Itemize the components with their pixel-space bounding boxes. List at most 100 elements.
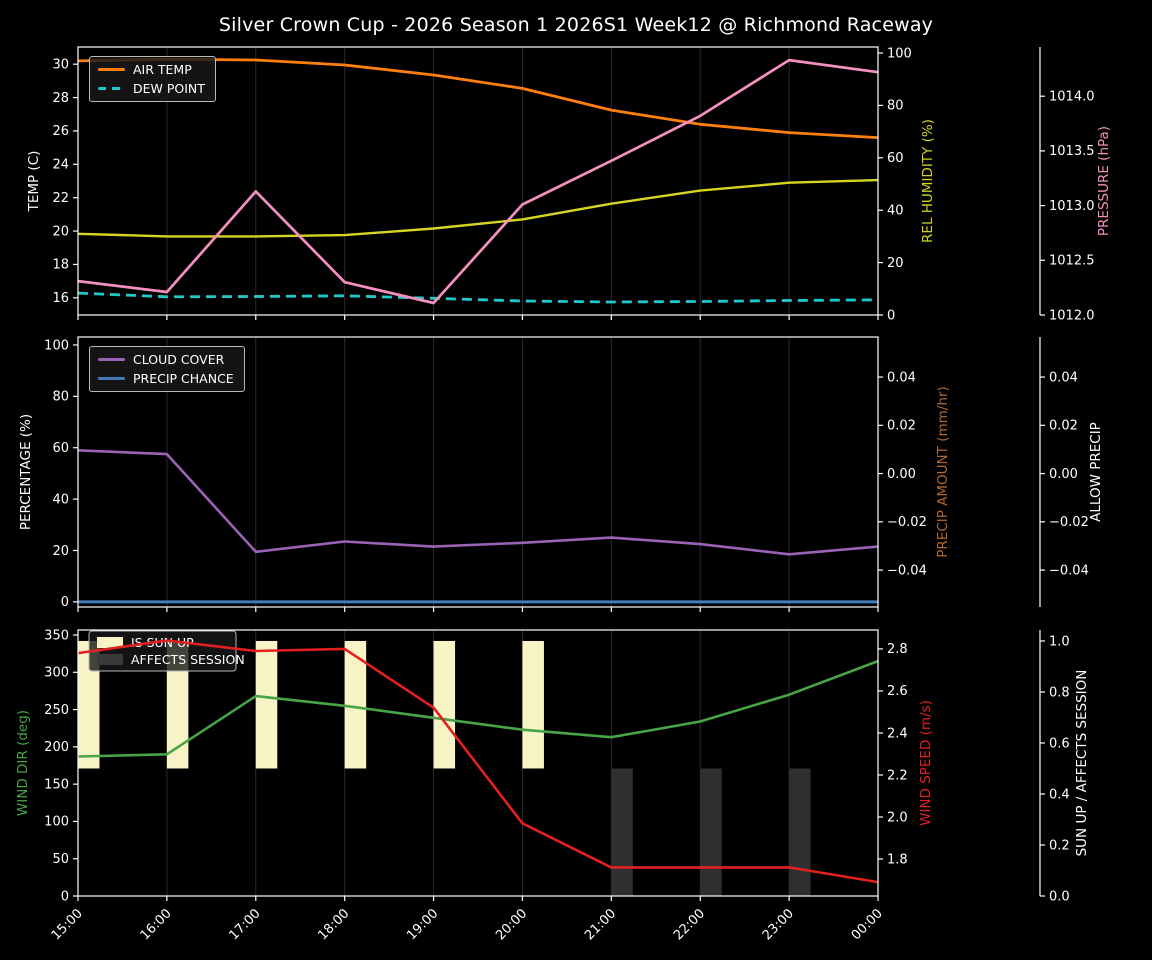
- pct-tick-label: 20: [52, 544, 69, 559]
- wdir-tick-label: 150: [44, 777, 69, 792]
- wspd-tick-label: 2.2: [887, 768, 908, 783]
- air-temp-swatch: [98, 68, 125, 71]
- wspd-tick-label: 2.6: [887, 684, 908, 699]
- rel-humidity-line: [77, 178, 879, 238]
- hum-tick-label: 0: [887, 308, 895, 323]
- is-sun-up-bar: [78, 640, 100, 769]
- x-tick-label: 00:00: [849, 906, 886, 943]
- wind-speed-line: [77, 639, 879, 884]
- legend-row: CLOUD COVER: [98, 352, 234, 367]
- is-sun-up-swatch: [97, 637, 123, 648]
- sun-tick-label: 0.6: [1049, 736, 1070, 751]
- press-tick-label: 1012.0: [1049, 308, 1095, 323]
- cloud-cover-line: [77, 449, 879, 556]
- pct-tick-label: 60: [52, 441, 69, 456]
- precip-chance-legend-label: PRECIP CHANCE: [133, 371, 234, 386]
- chart-title: Silver Crown Cup - 2026 Season 1 2026S1 …: [218, 14, 934, 36]
- cloud-legend: CLOUD COVER PRECIP CHANCE: [89, 346, 245, 392]
- affects-session-legend-label: AFFECTS SESSION: [131, 652, 245, 667]
- affects-session-swatch: [97, 654, 123, 665]
- temp-tick-label: 20: [52, 224, 69, 239]
- wspd-axis-label: WIND SPEED (m/s): [918, 700, 934, 826]
- temp-tick-label: 30: [52, 57, 69, 72]
- temp-axis-label: TEMP (C): [26, 151, 42, 213]
- temp-tick-label: 18: [52, 258, 69, 273]
- allow-tick-label: 0.04: [1049, 370, 1078, 385]
- wdir-tick-label: 250: [44, 703, 69, 718]
- air-temp-legend-label: AIR TEMP: [133, 62, 192, 77]
- panel-frame: [77, 46, 879, 316]
- pct-tick-label: 40: [52, 492, 69, 507]
- x-tick-label: 16:00: [138, 906, 175, 943]
- is-sun-up-bar: [522, 640, 544, 769]
- affects-session-bar: [611, 768, 633, 896]
- temp-tick-label: 16: [52, 291, 69, 306]
- wspd-tick-label: 2.0: [887, 810, 908, 825]
- allow-tick-label: 0.00: [1049, 467, 1078, 482]
- is-sun-up-bar: [255, 640, 278, 769]
- sun-tick-label: 0.2: [1049, 838, 1070, 853]
- pamt-tick-label: 0.04: [887, 370, 916, 385]
- press-tick-label: 1014.0: [1049, 90, 1095, 105]
- pct-axis-label: PERCENTAGE (%): [18, 414, 34, 530]
- pct-tick-label: 0: [61, 595, 69, 610]
- press-tick-label: 1012.5: [1049, 254, 1095, 269]
- x-tick-label: 23:00: [760, 906, 797, 943]
- legend-row: DEW POINT: [98, 81, 205, 96]
- panel-frame: [77, 629, 879, 897]
- sun-tick-label: 0.4: [1049, 787, 1070, 802]
- legend-row: PRECIP CHANCE: [98, 371, 234, 386]
- wspd-tick-label: 2.8: [887, 642, 908, 657]
- is-sun-up-bar: [166, 640, 189, 769]
- pct-tick-label: 100: [44, 338, 69, 353]
- hum-tick-label: 40: [887, 204, 904, 219]
- dew-point-legend-label: DEW POINT: [133, 81, 205, 96]
- pamt-tick-label: −0.02: [887, 515, 927, 530]
- affects-session-bar: [700, 768, 722, 896]
- dew-point-swatch: [98, 87, 125, 90]
- wdir-tick-label: 300: [44, 666, 69, 681]
- allow-tick-label: −0.02: [1049, 515, 1089, 530]
- hum-tick-label: 80: [887, 99, 904, 114]
- x-tick-label: 18:00: [315, 906, 352, 943]
- pamt-tick-label: −0.04: [887, 563, 927, 578]
- temp-tick-label: 28: [52, 91, 69, 106]
- pamt-tick-label: 0.02: [887, 419, 916, 434]
- hum-tick-label: 100: [887, 46, 912, 61]
- x-tick-label: 21:00: [582, 906, 619, 943]
- legend-row: AIR TEMP: [98, 62, 205, 77]
- wdir-tick-label: 350: [44, 628, 69, 643]
- wdir-tick-label: 0: [61, 889, 69, 904]
- wdir-tick-label: 200: [44, 740, 69, 755]
- allow-tick-label: 0.02: [1049, 419, 1078, 434]
- x-tick-label: 17:00: [227, 906, 264, 943]
- wdir-tick-label: 50: [52, 852, 69, 867]
- press-axis-label: PRESSURE (hPa): [1096, 126, 1112, 236]
- pamt-axis-label: PRECIP AMOUNT (mm/hr): [935, 386, 951, 557]
- sun-tick-label: 1.0: [1049, 634, 1070, 649]
- hum-axis-label: REL HUMIDITY (%): [920, 119, 936, 243]
- wdir-tick-label: 100: [44, 815, 69, 830]
- temp-legend: AIR TEMP DEW POINT: [89, 56, 216, 102]
- wspd-tick-label: 2.4: [887, 726, 908, 741]
- sun-tick-label: 0.8: [1049, 685, 1070, 700]
- dew-point-line: [77, 291, 879, 304]
- pamt-tick-label: 0.00: [887, 467, 916, 482]
- x-tick-label: 15:00: [49, 906, 86, 943]
- cloud-cover-swatch: [98, 358, 125, 361]
- allow-axis-label: ALLOW PRECIP: [1088, 422, 1104, 522]
- temp-tick-label: 26: [52, 124, 69, 139]
- press-tick-label: 1013.5: [1049, 144, 1095, 159]
- hum-tick-label: 20: [887, 256, 904, 271]
- is-sun-up-legend-label: IS SUN UP: [131, 635, 194, 650]
- is-sun-up-bar: [433, 640, 456, 769]
- wind-dir-line: [77, 659, 879, 758]
- pressure-line: [77, 58, 879, 305]
- wdir-axis-label: WIND DIR (deg): [15, 710, 31, 816]
- temp-tick-label: 22: [52, 191, 69, 206]
- x-tick-label: 19:00: [404, 906, 441, 943]
- x-tick-label: 20:00: [493, 906, 530, 943]
- temp-tick-label: 24: [52, 158, 69, 173]
